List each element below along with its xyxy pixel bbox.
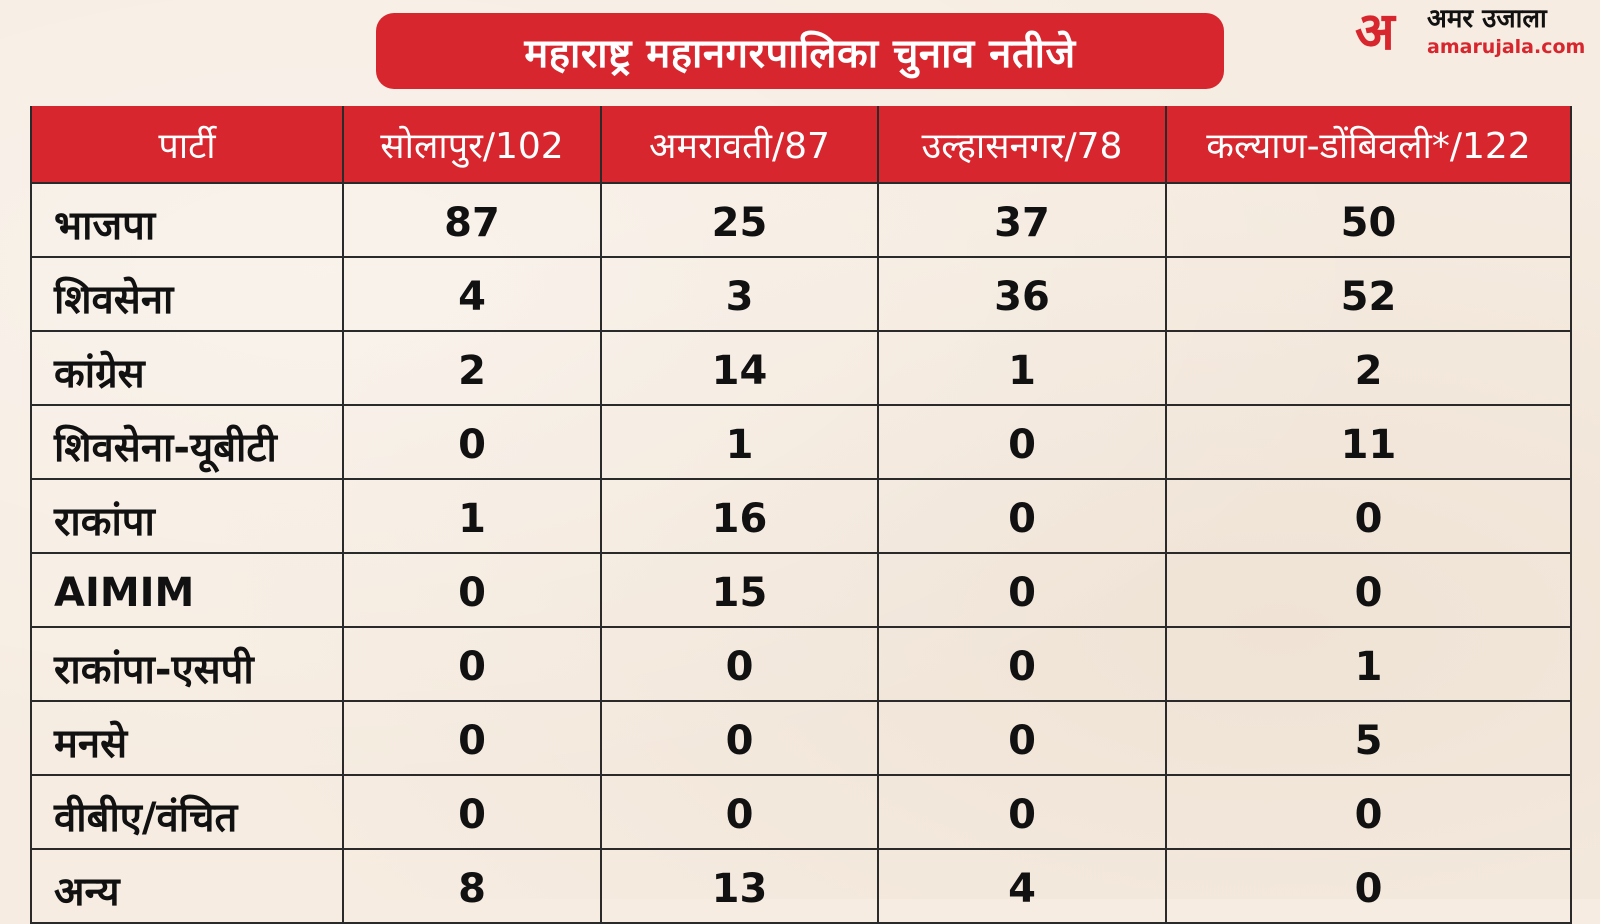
header-solapur: सोलापुर/102 bbox=[342, 106, 602, 184]
table-row: कांग्रेस 2 14 1 2 bbox=[30, 330, 1572, 406]
seat-count: 15 bbox=[600, 552, 879, 628]
party-name: भाजपा bbox=[30, 182, 344, 258]
seat-count: 5 bbox=[1165, 700, 1572, 776]
seat-count: 1 bbox=[1165, 626, 1572, 702]
table-row: भाजपा 87 25 37 50 bbox=[30, 182, 1572, 258]
seat-count: 37 bbox=[877, 182, 1167, 258]
header-ulhasnagar: उल्हासनगर/78 bbox=[877, 106, 1167, 184]
seat-count: 13 bbox=[600, 848, 879, 924]
header-party: पार्टी bbox=[30, 106, 344, 184]
seat-count: 0 bbox=[600, 774, 879, 850]
seat-count: 2 bbox=[342, 330, 602, 406]
seat-count: 11 bbox=[1165, 404, 1572, 480]
party-name: अन्य bbox=[30, 848, 344, 924]
seat-count: 36 bbox=[877, 256, 1167, 332]
seat-count: 4 bbox=[342, 256, 602, 332]
seat-count: 0 bbox=[342, 700, 602, 776]
party-name: शिवसेना bbox=[30, 256, 344, 332]
table-row: शिवसेना 4 3 36 52 bbox=[30, 256, 1572, 332]
seat-count: 0 bbox=[1165, 848, 1572, 924]
seat-count: 0 bbox=[877, 774, 1167, 850]
seat-count: 0 bbox=[1165, 774, 1572, 850]
seat-count: 0 bbox=[342, 404, 602, 480]
header-kalyan-dombivli: कल्याण-डोंबिवली*/122 bbox=[1165, 106, 1572, 184]
seat-count: 8 bbox=[342, 848, 602, 924]
table-row: राकांपा-एसपी 0 0 0 1 bbox=[30, 626, 1572, 702]
seat-count: 0 bbox=[877, 552, 1167, 628]
seat-count: 0 bbox=[877, 478, 1167, 554]
seat-count: 0 bbox=[1165, 478, 1572, 554]
party-name: राकांपा-एसपी bbox=[30, 626, 344, 702]
seat-count: 1 bbox=[877, 330, 1167, 406]
seat-count: 52 bbox=[1165, 256, 1572, 332]
seat-count: 0 bbox=[877, 626, 1167, 702]
party-name: शिवसेना-यूबीटी bbox=[30, 404, 344, 480]
party-name: मनसे bbox=[30, 700, 344, 776]
page-title: महाराष्ट्र महानगरपालिका चुनाव नतीजे bbox=[376, 13, 1224, 89]
logo-mark: अ bbox=[1355, 2, 1395, 62]
table-row: वीबीए/वंचित 0 0 0 0 bbox=[30, 774, 1572, 850]
seat-count: 1 bbox=[342, 478, 602, 554]
seat-count: 4 bbox=[877, 848, 1167, 924]
seat-count: 0 bbox=[1165, 552, 1572, 628]
seat-count: 1 bbox=[600, 404, 879, 480]
seat-count: 0 bbox=[600, 626, 879, 702]
seat-count: 0 bbox=[342, 626, 602, 702]
brand-logo: अ अमर उजाला amarujala.com bbox=[1355, 2, 1595, 62]
seat-count: 87 bbox=[342, 182, 602, 258]
table-row: शिवसेना-यूबीटी 0 1 0 11 bbox=[30, 404, 1572, 480]
seat-count: 2 bbox=[1165, 330, 1572, 406]
seat-count: 25 bbox=[600, 182, 879, 258]
party-name: वीबीए/वंचित bbox=[30, 774, 344, 850]
logo-name: अमर उजाला bbox=[1427, 4, 1547, 34]
header-amravati: अमरावती/87 bbox=[600, 106, 879, 184]
party-name: AIMIM bbox=[30, 552, 344, 628]
party-name: कांग्रेस bbox=[30, 330, 344, 406]
seat-count: 16 bbox=[600, 478, 879, 554]
party-name: राकांपा bbox=[30, 478, 344, 554]
table-row: मनसे 0 0 0 5 bbox=[30, 700, 1572, 776]
results-table: पार्टी सोलापुर/102 अमरावती/87 उल्हासनगर/… bbox=[30, 106, 1572, 924]
table-row: अन्य 8 13 4 0 bbox=[30, 848, 1572, 924]
seat-count: 14 bbox=[600, 330, 879, 406]
table-row: AIMIM 0 15 0 0 bbox=[30, 552, 1572, 628]
seat-count: 0 bbox=[342, 552, 602, 628]
seat-count: 0 bbox=[600, 700, 879, 776]
table-row: राकांपा 1 16 0 0 bbox=[30, 478, 1572, 554]
table-header-row: पार्टी सोलापुर/102 अमरावती/87 उल्हासनगर/… bbox=[30, 106, 1572, 184]
seat-count: 3 bbox=[600, 256, 879, 332]
seat-count: 0 bbox=[877, 404, 1167, 480]
seat-count: 0 bbox=[877, 700, 1167, 776]
seat-count: 0 bbox=[342, 774, 602, 850]
seat-count: 50 bbox=[1165, 182, 1572, 258]
logo-url: amarujala.com bbox=[1427, 36, 1586, 58]
